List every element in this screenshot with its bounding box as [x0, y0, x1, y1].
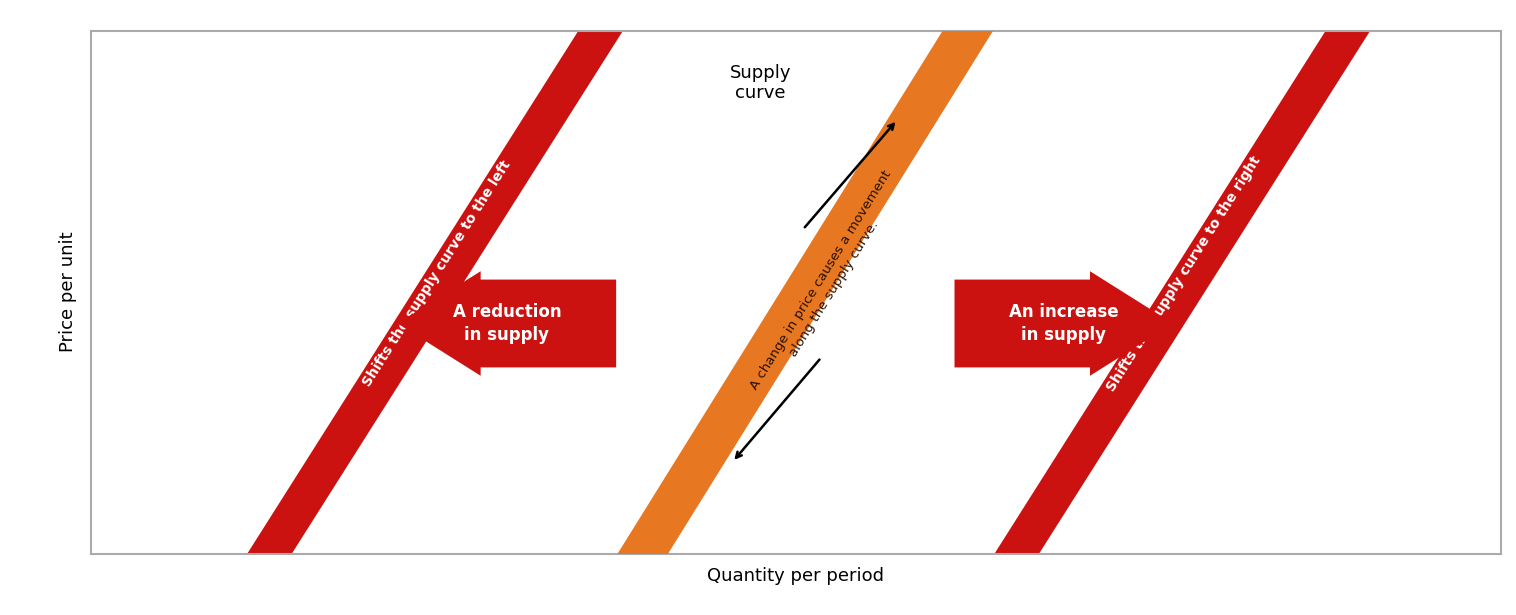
Polygon shape	[236, 0, 650, 590]
X-axis label: Quantity per period: Quantity per period	[708, 568, 884, 585]
Polygon shape	[608, 0, 1019, 591]
Y-axis label: Price per unit: Price per unit	[59, 232, 77, 352]
Text: Supply
curve: Supply curve	[729, 63, 791, 103]
Text: Shifts the supply curve to the left: Shifts the supply curve to the left	[359, 158, 512, 389]
Polygon shape	[984, 0, 1396, 590]
Text: An increase
in supply: An increase in supply	[1010, 303, 1119, 344]
Text: Shifts the supply curve to the right: Shifts the supply curve to the right	[1104, 154, 1263, 394]
Polygon shape	[397, 271, 615, 376]
Polygon shape	[955, 271, 1173, 376]
Text: A reduction
in supply: A reduction in supply	[453, 303, 561, 344]
Text: A change in price causes a movement
along the supply curve.: A change in price causes a movement alon…	[747, 168, 908, 400]
